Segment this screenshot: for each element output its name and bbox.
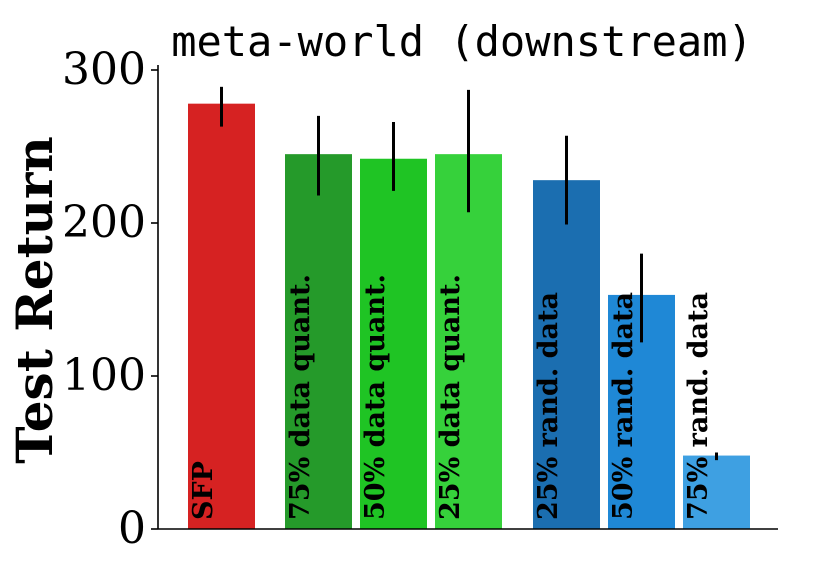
bar-label: 75% rand. data: [683, 292, 714, 520]
y-tick-label: 200: [62, 197, 146, 248]
y-tick-label: 300: [62, 44, 146, 95]
bar: [533, 180, 600, 529]
bar: [683, 455, 750, 529]
bar: [188, 103, 255, 529]
error-bars-group: [220, 86, 718, 461]
bar: [285, 154, 352, 529]
bar-label: 50% rand. data: [608, 292, 639, 520]
y-tick-label: 0: [118, 503, 146, 554]
bar-label: SFP: [188, 461, 219, 520]
bar-labels-group: SFP 75% data quant. 50% data quant. 25% dat…: [188, 274, 714, 520]
bar-label: 25% data quant.: [435, 274, 466, 520]
y-axis-label: Test Return: [5, 136, 64, 463]
y-axis-ticks: 0 100 200 300: [62, 44, 158, 554]
bar-label: 75% data quant.: [285, 274, 316, 520]
y-tick-label: 100: [62, 350, 146, 401]
bar-label: 25% rand. data: [533, 292, 564, 520]
bar: [360, 158, 427, 530]
bar-label: 50% data quant.: [360, 274, 391, 520]
bar: [435, 154, 502, 529]
chart-title: meta-world (downstream): [171, 17, 753, 66]
bars-group: [188, 103, 750, 530]
